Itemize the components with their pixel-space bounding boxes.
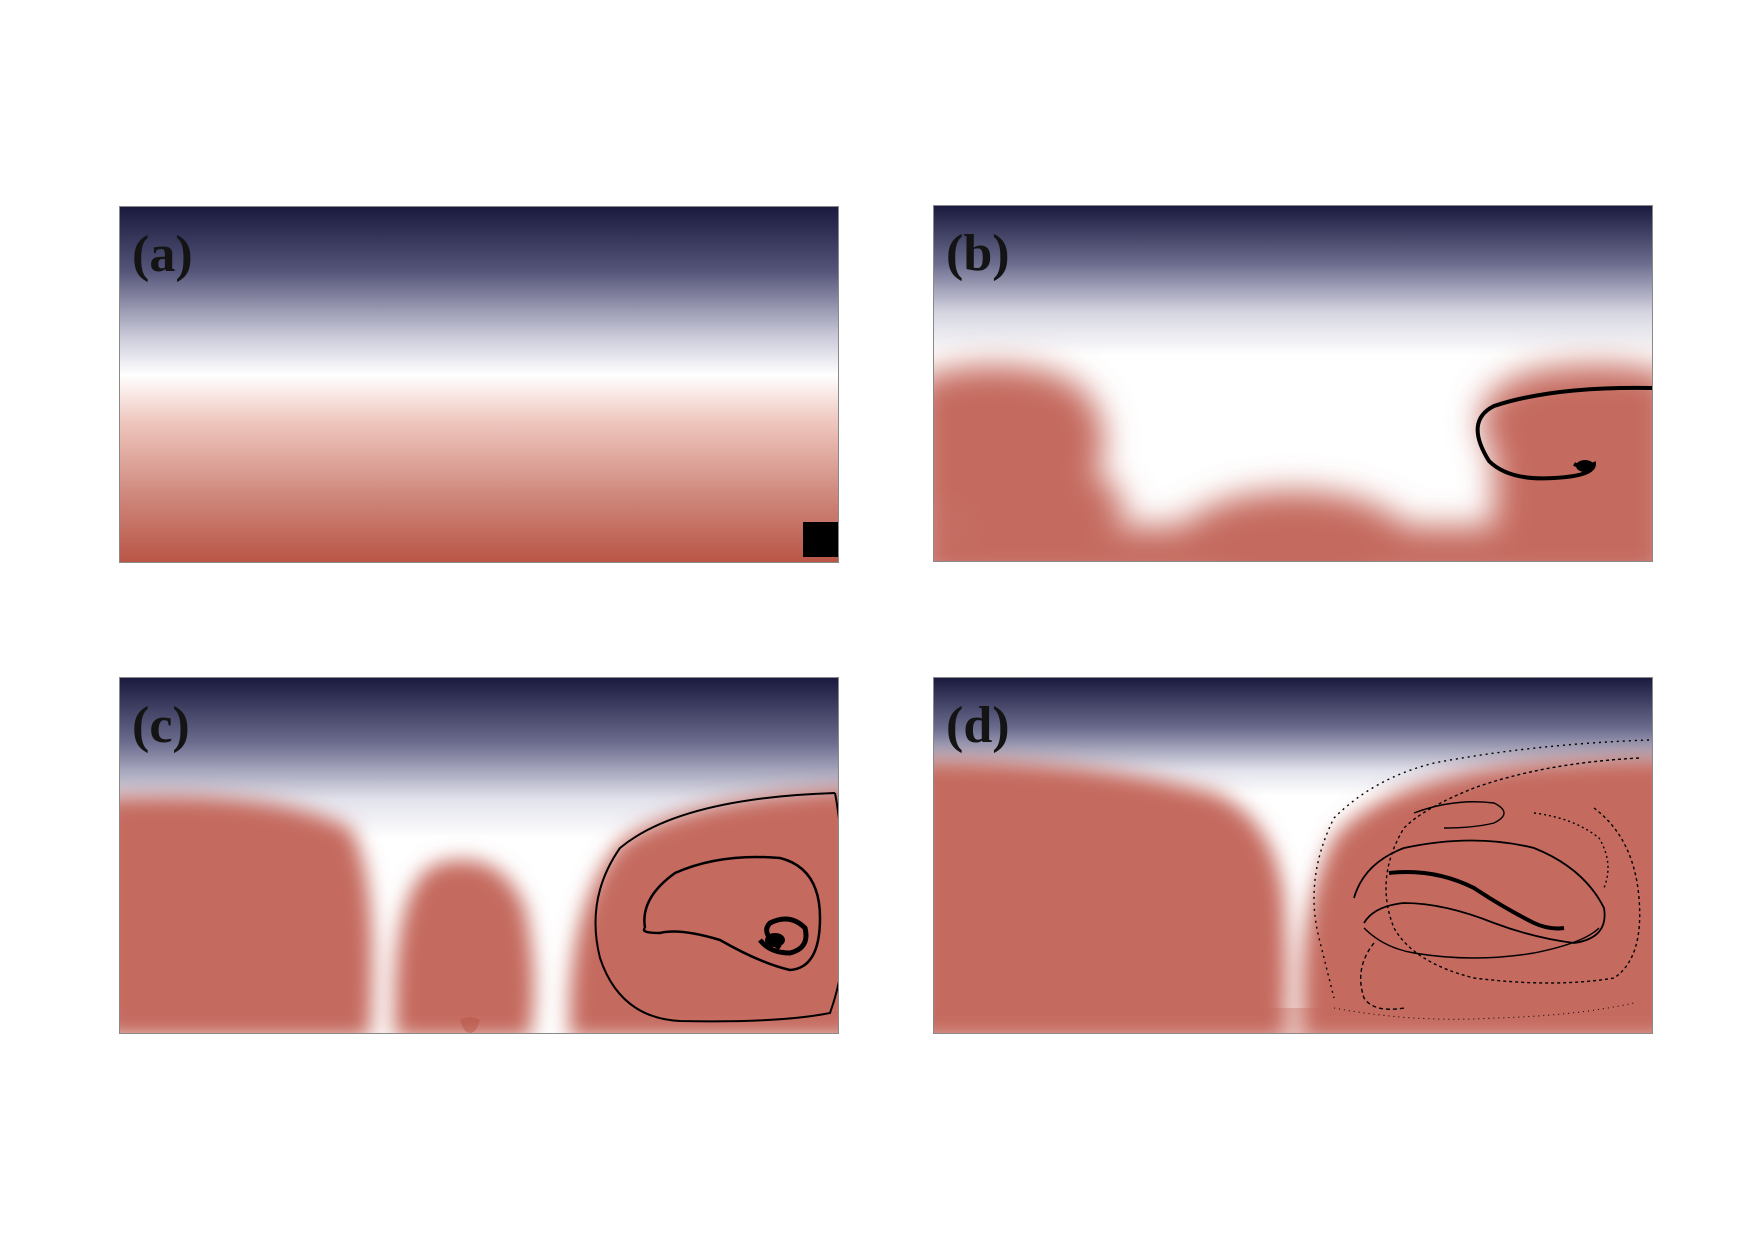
temperature-field xyxy=(120,207,838,562)
panel-d: (d) xyxy=(933,677,1653,1034)
tracer-streaks xyxy=(1313,739,1650,1010)
panel-c-field xyxy=(120,678,838,1033)
warm-plumes xyxy=(934,364,1652,561)
tracer-core xyxy=(1388,870,1565,931)
panel-d-field xyxy=(934,678,1652,1033)
panel-label-c: (c) xyxy=(132,697,190,754)
panel-label-b: (b) xyxy=(946,225,1010,282)
panel-b: (b) xyxy=(933,205,1653,562)
panel-a: (a) xyxy=(119,206,839,563)
tracer-filament xyxy=(1475,385,1652,481)
panel-b-field xyxy=(934,206,1652,561)
tracer-blob xyxy=(1576,460,1594,472)
tracer-dust xyxy=(1333,1002,1635,1020)
tracer-patch xyxy=(803,522,838,557)
tracer-spiral xyxy=(758,916,809,956)
panel-c: (c) xyxy=(119,677,839,1034)
warm-regions xyxy=(934,757,1652,1033)
panel-a-field xyxy=(120,207,838,562)
warm-cells xyxy=(120,789,838,1033)
tracer-loop-outer xyxy=(594,792,838,1023)
panel-label-d: (d) xyxy=(946,697,1010,754)
tracer-loop-inner xyxy=(642,855,822,972)
panel-label-a: (a) xyxy=(132,226,193,283)
